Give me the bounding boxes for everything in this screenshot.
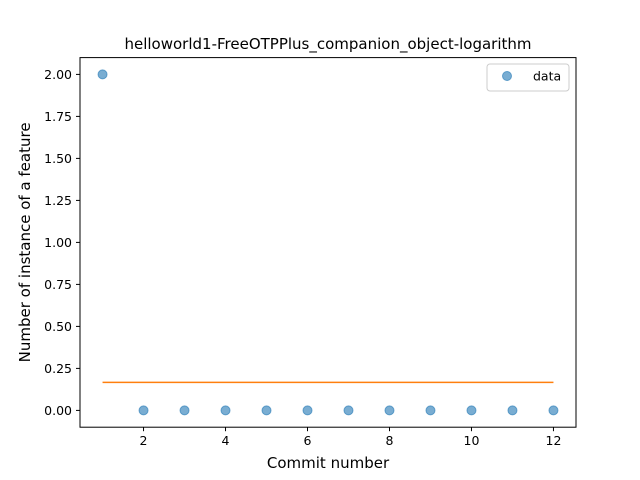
y-axis-label: Number of instance of a feature — [16, 122, 34, 362]
plot-frame — [79, 57, 577, 428]
legend: data — [486, 63, 570, 92]
legend-marker-data — [502, 71, 512, 81]
chart-title: helloworld1-FreeOTPPlus_companion_object… — [124, 35, 531, 54]
data-point-11 — [548, 405, 559, 416]
data-point-8 — [425, 405, 436, 416]
marks — [97, 69, 559, 416]
y-tick-label-2: 0.50 — [44, 319, 72, 334]
data-point-3 — [220, 405, 231, 416]
y-tick-label-4: 1.00 — [44, 235, 72, 250]
ticks: 2 4 6 8 10 12 0.00 0.25 0.50 0.75 1.00 1.25 1.50 1.75… — [44, 67, 561, 448]
data-point-1 — [138, 405, 149, 416]
data-point-10 — [507, 405, 518, 416]
x-tick-label-4: 10 — [464, 433, 480, 448]
data-point-4 — [261, 405, 272, 416]
y-tick-label-8: 2.00 — [44, 67, 72, 82]
x-tick-label-5: 12 — [546, 433, 562, 448]
data-point-6 — [343, 405, 354, 416]
x-tick-label-1: 4 — [222, 433, 230, 448]
x-tick-label-3: 8 — [386, 433, 394, 448]
x-axis-label: Commit number — [267, 454, 390, 472]
data-point-9 — [466, 405, 477, 416]
x-tick-label-2: 6 — [304, 433, 312, 448]
y-tick-label-0: 0.00 — [44, 403, 72, 418]
legend-frame — [486, 63, 570, 92]
y-tick-label-7: 1.75 — [44, 109, 72, 124]
y-tick-label-1: 0.25 — [44, 361, 72, 376]
y-tick-label-3: 0.75 — [44, 277, 72, 292]
data-point-7 — [384, 405, 395, 416]
legend-label-data: data — [533, 69, 561, 84]
y-tick-label-5: 1.25 — [44, 193, 72, 208]
data-point-2 — [179, 405, 190, 416]
y-tick-label-6: 1.50 — [44, 151, 72, 166]
data-point-5 — [302, 405, 313, 416]
x-tick-label-0: 2 — [140, 433, 148, 448]
data-point-0 — [97, 69, 108, 80]
